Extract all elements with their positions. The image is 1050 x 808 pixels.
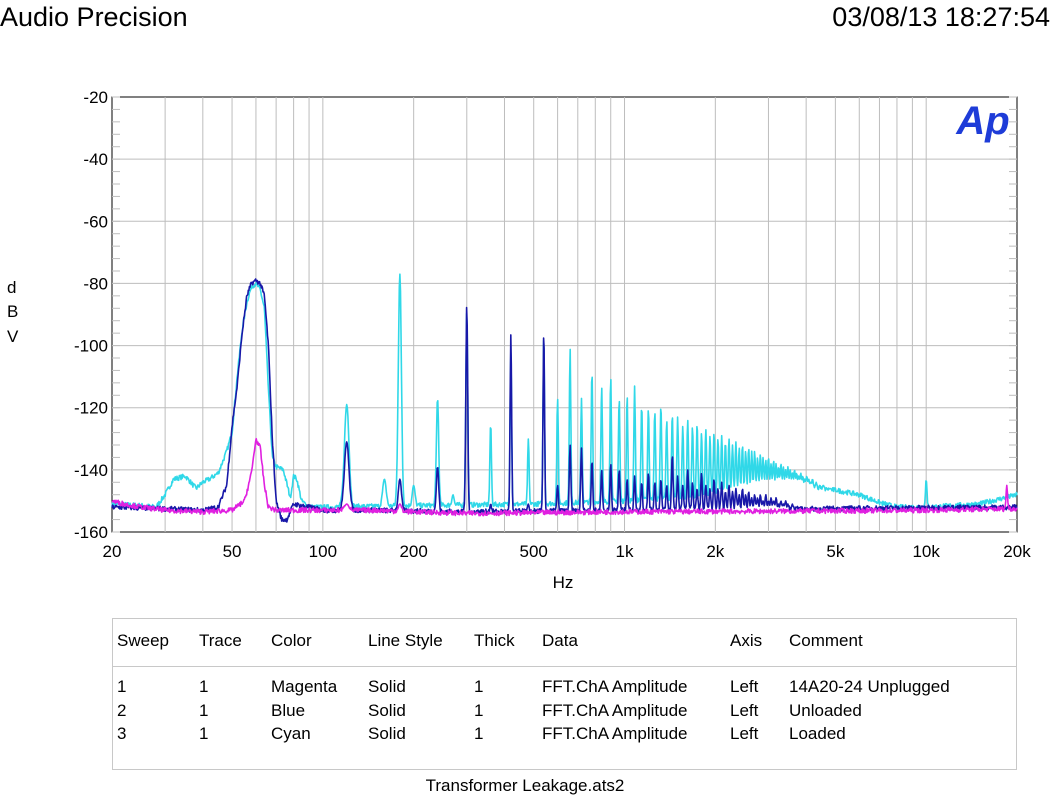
legend-cell: 1: [474, 677, 484, 696]
legend-cell: FFT.ChA Amplitude: [542, 724, 688, 743]
y-tick-label: -60: [83, 212, 108, 231]
legend-cell: Magenta: [271, 677, 338, 696]
header-timestamp: 03/08/13 18:27:54: [832, 2, 1050, 32]
x-tick-label: 1k: [616, 542, 634, 561]
legend-header: Axis: [730, 631, 763, 650]
y-tick-label: -140: [74, 461, 108, 480]
y-axis-label-letter: V: [7, 327, 19, 346]
x-axis-label: Hz: [553, 573, 574, 592]
x-tick-label: 5k: [826, 542, 844, 561]
x-tick-label: 500: [520, 542, 548, 561]
legend-header: Trace: [199, 631, 242, 650]
y-tick-label: -160: [74, 523, 108, 542]
series-line-3: [111, 273, 1018, 511]
y-tick-label: -20: [83, 88, 108, 107]
y-axis-label-letter: d: [7, 278, 17, 297]
y-tick-label: -120: [74, 399, 108, 418]
legend-cell: Solid: [368, 724, 406, 743]
x-tick-label: 2k: [706, 542, 724, 561]
y-tick-label: -80: [83, 274, 108, 293]
legend-cell: FFT.ChA Amplitude: [542, 700, 688, 720]
legend-cell: 1: [199, 700, 209, 720]
legend-divider: [113, 666, 1016, 667]
legend-cell: Cyan: [271, 724, 311, 743]
y-axis-ticks: -20 -40 -60 -80 -100 -120 -140 -160: [74, 88, 108, 542]
legend-cell: 2: [117, 700, 127, 720]
header-title: Audio Precision: [0, 2, 188, 32]
legend-header: Sweep: [117, 631, 169, 650]
legend-cell: FFT.ChA Amplitude: [542, 677, 688, 696]
legend-header: Comment: [789, 631, 863, 650]
ap-logo: Ap: [955, 99, 1009, 143]
y-axis-label-letter: B: [7, 302, 19, 321]
x-tick-label: 10k: [912, 542, 940, 561]
legend-table: Sweep Trace Color Line Style Thick Data Axis Co…: [112, 618, 1017, 770]
legend-header: Thick: [474, 631, 515, 650]
x-tick-label: 20k: [1003, 542, 1031, 561]
legend-cell: Unloaded: [789, 700, 862, 720]
fft-chart: -20 -40 -60 -80 -100 -120 -140 -160 20 50 100 200 5…: [74, 88, 1032, 592]
legend-cell: 1: [199, 677, 209, 696]
legend-cell: 1: [474, 700, 484, 720]
legend-cell: 1: [117, 677, 127, 696]
series-layer: [111, 273, 1018, 523]
legend-cell: Blue: [271, 700, 306, 720]
y-tick-label: -100: [74, 337, 108, 356]
footer-filename: Transformer Leakage.ats2: [425, 776, 625, 795]
legend-header: Data: [542, 631, 578, 650]
x-tick-label: 20: [103, 542, 122, 561]
x-tick-label: 100: [309, 542, 337, 561]
legend-header: Line Style: [368, 631, 443, 650]
legend-cell: 14A20-24 Unplugged: [789, 677, 950, 696]
series-line-1: [111, 437, 1018, 517]
legend-cell: 1: [199, 724, 209, 743]
legend-cell: 3: [117, 724, 127, 743]
y-tick-label: -40: [83, 150, 108, 169]
legend-cell: Solid: [368, 677, 406, 696]
x-tick-label: 50: [223, 542, 242, 561]
legend-cell: Solid: [368, 700, 406, 720]
legend-cell: Loaded: [789, 724, 846, 743]
legend-cell: 1: [474, 724, 484, 743]
legend-cell: Left: [730, 724, 759, 743]
legend-cell: Left: [730, 700, 759, 720]
plot-area: [111, 96, 1018, 533]
legend-cell: Left: [730, 677, 759, 696]
x-tick-label: 200: [399, 542, 427, 561]
x-axis-ticks: 20 50 100 200 500 1k 2k 5k 10k 20k: [103, 542, 1032, 561]
legend-header: Color: [271, 631, 312, 650]
